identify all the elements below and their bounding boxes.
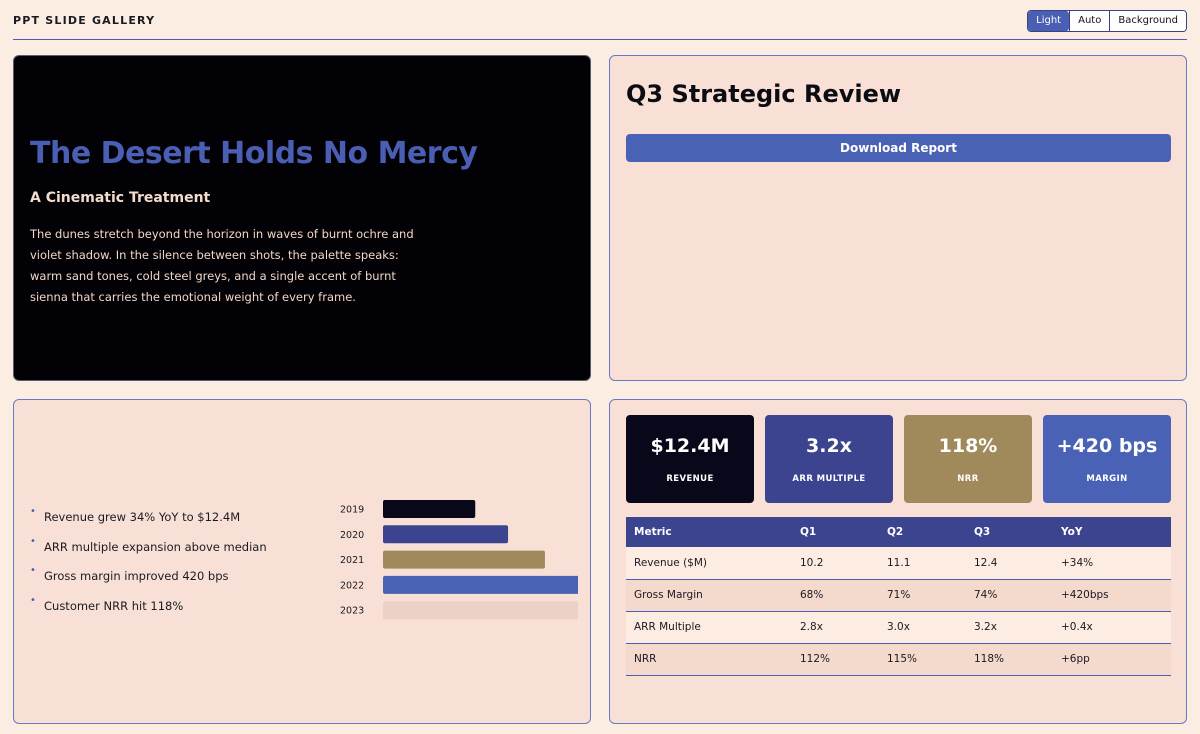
slide-card-metrics[interactable]: $12.4M REVENUE 3.2x ARR MULTIPLE 118% NR… bbox=[609, 399, 1187, 724]
top-bar: PPT SLIDE GALLERY Light Auto Background bbox=[13, 0, 1187, 40]
theme-switch: Light Auto Background bbox=[1027, 10, 1187, 32]
table-cell: 74% bbox=[966, 579, 1053, 612]
bullet-text: Revenue grew 34% YoY to $12.4M bbox=[44, 510, 241, 524]
table-header-row: Metric Q1 Q2 Q3 YoY bbox=[626, 517, 1171, 547]
column-header: Q1 bbox=[792, 517, 879, 547]
table-row: Revenue ($M) 10.2 11.1 12.4 +34% bbox=[626, 547, 1171, 580]
table-row: Gross Margin 68% 71% 74% +420bps bbox=[626, 579, 1171, 612]
slide-card-review[interactable]: Q3 Strategic Review Download Report bbox=[609, 55, 1187, 381]
table-cell: 71% bbox=[879, 579, 966, 612]
app-title: PPT SLIDE GALLERY bbox=[13, 14, 156, 27]
kpi-card-margin: +420 bps MARGIN bbox=[1043, 415, 1171, 503]
table-cell: +420bps bbox=[1053, 579, 1171, 612]
table-cell: 3.0x bbox=[879, 611, 966, 644]
theme-option-background[interactable]: Background bbox=[1109, 11, 1186, 31]
column-header: Metric bbox=[626, 517, 792, 547]
bullet-dot-icon: • bbox=[30, 594, 36, 606]
bar-2020 bbox=[383, 525, 509, 544]
kpi-value: 3.2x bbox=[806, 435, 852, 457]
bar-category-label: 2020 bbox=[340, 530, 364, 541]
kpi-value: $12.4M bbox=[650, 435, 730, 457]
table-cell: NRR bbox=[626, 643, 792, 676]
table-cell: 12.4 bbox=[966, 547, 1053, 580]
table-cell: 10.2 bbox=[792, 547, 879, 580]
table-cell: 11.1 bbox=[879, 547, 966, 580]
kpi-label: ARR MULTIPLE bbox=[792, 474, 866, 484]
table-cell: 118% bbox=[966, 643, 1053, 676]
table-cell: Gross Margin bbox=[626, 579, 792, 612]
theme-option-auto[interactable]: Auto bbox=[1069, 11, 1110, 31]
bar-category-label: 2023 bbox=[340, 606, 364, 617]
review-title: Q3 Strategic Review bbox=[626, 80, 902, 108]
table-cell: 115% bbox=[879, 643, 966, 676]
table-cell: +6pp bbox=[1053, 643, 1171, 676]
table-cell: +0.4x bbox=[1053, 611, 1171, 644]
bullet-item: • Revenue grew 34% YoY to $12.4M bbox=[30, 506, 267, 538]
download-report-button[interactable]: Download Report bbox=[626, 134, 1171, 162]
theme-option-light[interactable]: Light bbox=[1028, 11, 1070, 31]
column-header: Q2 bbox=[879, 517, 966, 547]
bar-category-label: 2021 bbox=[340, 555, 364, 566]
table-cell: 3.2x bbox=[966, 611, 1053, 644]
bar-category-label: 2022 bbox=[340, 580, 364, 591]
bullet-item: • ARR multiple expansion above median bbox=[30, 535, 267, 568]
table-cell: 2.8x bbox=[792, 611, 879, 644]
hero-subtitle: A Cinematic Treatment bbox=[30, 190, 211, 206]
bullet-text: ARR multiple expansion above median bbox=[44, 539, 267, 554]
bullet-list: • Revenue grew 34% YoY to $12.4M • ARR mul… bbox=[30, 506, 267, 627]
table-cell: +34% bbox=[1053, 547, 1171, 580]
bullet-text: Customer NRR hit 118% bbox=[44, 598, 184, 613]
kpi-value: 118% bbox=[938, 435, 998, 457]
bar-2022 bbox=[383, 575, 578, 594]
column-header: YoY bbox=[1053, 517, 1171, 547]
kpi-value: +420 bps bbox=[1056, 435, 1158, 457]
year-bar-chart: 2019 2020 2021 2022 2023 bbox=[340, 500, 578, 620]
table-row: ARR Multiple 2.8x 3.0x 3.2x +0.4x bbox=[626, 611, 1171, 644]
metrics-table: Metric Q1 Q2 Q3 YoY Revenue ($M) 10.2 11… bbox=[626, 517, 1171, 676]
hero-title: The Desert Holds No Mercy bbox=[30, 136, 478, 171]
table-cell: 112% bbox=[792, 643, 879, 676]
bullet-item: • Customer NRR hit 118% bbox=[30, 594, 267, 627]
bar-2023 bbox=[383, 601, 578, 620]
bullet-dot-icon: • bbox=[30, 535, 36, 547]
table-cell: ARR Multiple bbox=[626, 611, 792, 644]
bullet-item: • Gross margin improved 420 bps bbox=[30, 565, 267, 597]
kpi-card-arr-multiple: 3.2x ARR MULTIPLE bbox=[765, 415, 893, 503]
slide-card-bullets[interactable]: • Revenue grew 34% YoY to $12.4M • ARR mul… bbox=[13, 399, 591, 724]
slide-card-hero[interactable]: The Desert Holds No Mercy A Cinematic Tr… bbox=[13, 55, 591, 381]
bar-category-label: 2019 bbox=[340, 505, 364, 516]
kpi-card-revenue: $12.4M REVENUE bbox=[626, 415, 754, 503]
column-header: Q3 bbox=[966, 517, 1053, 547]
hero-body-text: The dunes stretch beyond the horizon in … bbox=[30, 227, 414, 304]
bullet-text: Gross margin improved 420 bps bbox=[44, 569, 229, 583]
kpi-row: $12.4M REVENUE 3.2x ARR MULTIPLE 118% NR… bbox=[626, 415, 1171, 503]
table-row: NRR 112% 115% 118% +6pp bbox=[626, 643, 1171, 676]
kpi-card-nrr: 118% NRR bbox=[904, 415, 1032, 503]
kpi-label: REVENUE bbox=[666, 474, 714, 484]
bar-2019 bbox=[383, 500, 476, 518]
table-cell: 68% bbox=[792, 579, 879, 612]
kpi-label: MARGIN bbox=[1086, 474, 1128, 484]
kpi-label: NRR bbox=[957, 474, 979, 484]
bullet-dot-icon: • bbox=[30, 506, 36, 517]
bullet-dot-icon: • bbox=[30, 565, 36, 576]
bar-2021 bbox=[383, 550, 545, 569]
table-cell: Revenue ($M) bbox=[626, 547, 792, 580]
